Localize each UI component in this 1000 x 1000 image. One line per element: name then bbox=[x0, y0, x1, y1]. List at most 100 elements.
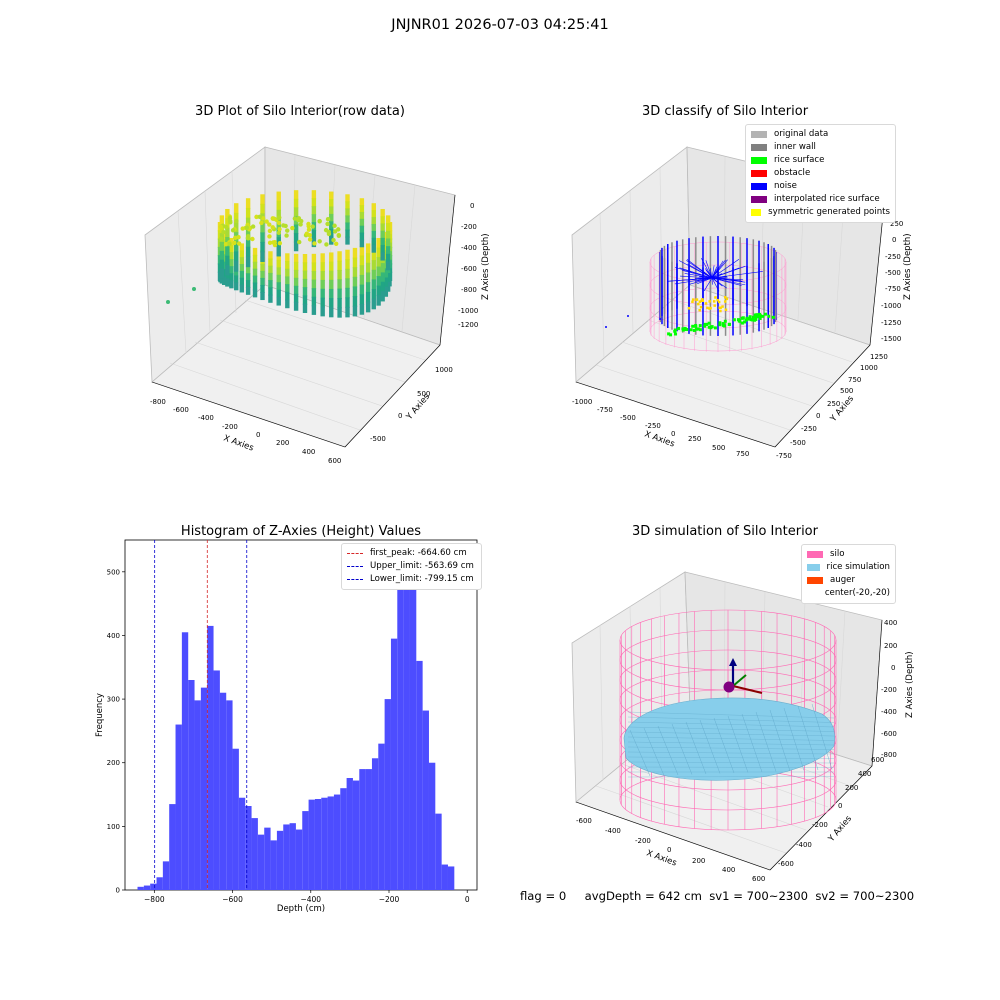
raw-point-strip bbox=[345, 222, 350, 231]
raw-point-strip bbox=[329, 270, 334, 281]
symmetric-point bbox=[716, 298, 719, 302]
rice-mesh-line bbox=[783, 707, 805, 771]
raw-point-strip bbox=[380, 216, 385, 225]
raw-point bbox=[257, 214, 262, 220]
legend-label: rice surface bbox=[774, 155, 825, 165]
raw-point-strip bbox=[337, 279, 342, 290]
raw-point bbox=[312, 241, 317, 246]
raw-point-strip bbox=[311, 288, 317, 298]
legend-label: inner wall bbox=[774, 142, 816, 152]
histogram-bar bbox=[245, 806, 252, 890]
rice-mesh-line bbox=[671, 723, 693, 775]
rice-surface-point bbox=[667, 332, 671, 336]
symmetric-point bbox=[714, 296, 717, 299]
raw-point-strip bbox=[276, 289, 281, 299]
raw-point bbox=[270, 216, 276, 221]
noise-ray bbox=[711, 277, 720, 292]
status-sv1: sv1 = 700~2300 bbox=[709, 889, 808, 903]
raw-point-strip bbox=[329, 191, 334, 201]
histogram-bar bbox=[384, 699, 391, 890]
raw-point-strip bbox=[365, 282, 371, 293]
raw-point-strip bbox=[365, 272, 371, 284]
histogram-bar bbox=[213, 670, 220, 890]
raw-point-strip bbox=[225, 265, 230, 276]
histogram-bar bbox=[251, 818, 258, 890]
histogram-bar bbox=[276, 830, 284, 890]
noise-ray bbox=[686, 260, 713, 279]
raw-point-strip bbox=[229, 259, 234, 268]
raw-point-strip bbox=[345, 208, 350, 217]
histogram-bars bbox=[137, 552, 455, 890]
histogram-bar bbox=[397, 578, 404, 890]
rice-surface-point bbox=[744, 318, 748, 322]
p2-z-label: Z Axies (Depth) bbox=[903, 233, 913, 300]
p2-y-tick: 1000 bbox=[860, 364, 878, 372]
noise-ray bbox=[711, 260, 724, 279]
raw-point-strip bbox=[329, 228, 334, 238]
histogram-bar bbox=[428, 762, 436, 890]
raw-point-strip bbox=[293, 190, 299, 200]
raw-point-strip bbox=[385, 223, 391, 232]
raw-point-strip bbox=[383, 277, 389, 288]
legend-swatch bbox=[751, 157, 767, 164]
raw-point-strip bbox=[311, 279, 317, 290]
raw-point-strip bbox=[329, 261, 334, 272]
histogram-bar bbox=[314, 799, 322, 890]
p2-x-tick: 500 bbox=[712, 444, 725, 452]
histogram-bar bbox=[194, 700, 201, 890]
raw-point-strip bbox=[245, 280, 251, 288]
raw-point-strip bbox=[239, 257, 245, 266]
rice-surface-point bbox=[691, 324, 695, 328]
symmetric-point bbox=[717, 300, 721, 304]
raw-point-strip bbox=[234, 241, 239, 253]
raw-point bbox=[276, 215, 281, 221]
raw-point bbox=[325, 221, 330, 227]
noise-ray bbox=[709, 268, 713, 279]
rice-surface-point bbox=[674, 332, 678, 336]
p2-z-tick: -1000 bbox=[881, 302, 901, 310]
rice-surface-point bbox=[698, 328, 702, 332]
raw-point-strip bbox=[276, 191, 281, 202]
rice-surface-point bbox=[721, 322, 725, 326]
raw-point-strip bbox=[345, 201, 350, 210]
p1-z-tick: 0 bbox=[470, 202, 474, 210]
rice-surface-point bbox=[718, 321, 722, 325]
histogram-bar bbox=[352, 780, 360, 890]
p4-y-tick: 400 bbox=[858, 770, 871, 778]
raw-point-strip bbox=[383, 250, 389, 261]
raw-point-strip bbox=[302, 295, 308, 305]
raw-point-strip bbox=[380, 237, 385, 247]
raw-point-strip bbox=[225, 255, 230, 267]
raw-point-strip bbox=[380, 263, 385, 274]
p4-z-tick: -800 bbox=[881, 751, 897, 759]
rice-surface-point bbox=[757, 314, 761, 318]
raw-point bbox=[236, 241, 242, 246]
symmetric-point bbox=[719, 306, 722, 309]
raw-point-strip bbox=[359, 274, 365, 286]
raw-point-strip bbox=[225, 246, 230, 257]
raw-point bbox=[276, 220, 282, 226]
raw-point bbox=[299, 218, 304, 224]
rice-mesh-line bbox=[811, 703, 833, 770]
rice-mesh-line bbox=[627, 751, 835, 755]
raw-point-strip bbox=[345, 259, 350, 270]
raw-point-strip bbox=[329, 288, 334, 300]
p1-y-tick: 1000 bbox=[435, 366, 453, 374]
symmetric-point bbox=[723, 300, 727, 303]
raw-point-strip bbox=[359, 245, 365, 257]
p2-x-tick: -250 bbox=[645, 422, 661, 430]
raw-point-strip bbox=[329, 298, 334, 309]
rice-surface bbox=[623, 697, 835, 781]
panel3-title: Histogram of Z-Axies (Height) Values bbox=[180, 524, 422, 539]
p4-y-label: Y Axies bbox=[826, 814, 854, 845]
symmetric-point bbox=[712, 300, 716, 303]
raw-point-strip bbox=[352, 305, 358, 317]
raw-point-strip bbox=[260, 292, 265, 301]
raw-point-strip bbox=[245, 273, 251, 282]
raw-point-strip bbox=[383, 231, 389, 243]
raw-point-strip bbox=[376, 238, 381, 249]
symmetric-point bbox=[697, 302, 700, 306]
raw-point-strip bbox=[337, 251, 342, 262]
legend-label: rice simulation bbox=[826, 562, 890, 572]
symmetric-point bbox=[700, 299, 703, 303]
